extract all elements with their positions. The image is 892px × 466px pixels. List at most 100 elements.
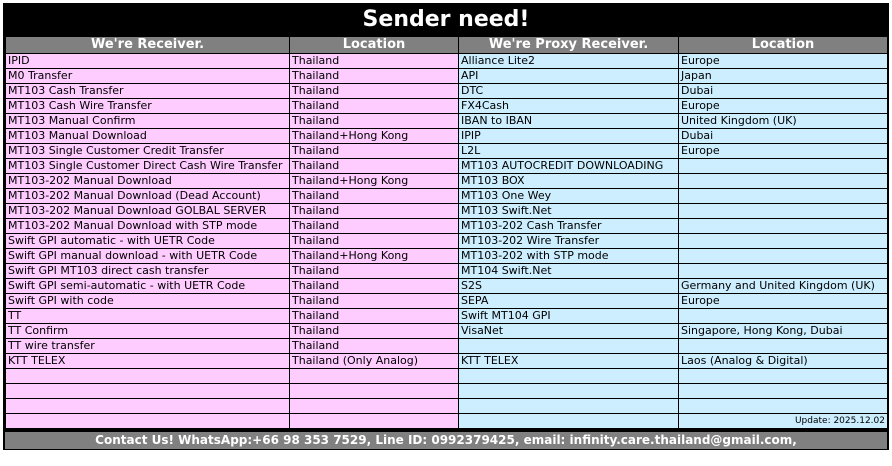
proxy-location-cell[interactable]: Europe [678, 53, 888, 69]
proxy-cell[interactable]: S2S [458, 278, 679, 294]
receiver-cell[interactable]: IPID [5, 53, 290, 69]
receiver-cell[interactable]: M0 Transfer [5, 68, 290, 84]
proxy-location-cell[interactable]: Germany and United Kingdom (UK) [678, 278, 888, 294]
receiver-cell[interactable] [5, 413, 290, 429]
receiver-cell[interactable]: TT wire transfer [5, 338, 290, 354]
receiver-cell[interactable]: MT103-202 Manual Download with STP mode [5, 218, 290, 234]
proxy-cell[interactable]: MT103-202 with STP mode [458, 248, 679, 264]
receiver-location-cell[interactable]: Thailand [289, 53, 459, 69]
proxy-location-cell[interactable]: United Kingdom (UK) [678, 113, 888, 129]
proxy-cell[interactable]: Alliance Lite2 [458, 53, 679, 69]
proxy-location-cell[interactable]: Europe [678, 98, 888, 114]
proxy-location-cell[interactable] [678, 383, 888, 399]
receiver-location-cell[interactable]: Thailand [289, 308, 459, 324]
proxy-cell[interactable]: MT103 One Wey [458, 188, 679, 204]
receiver-location-cell[interactable]: Thailand [289, 68, 459, 84]
receiver-location-cell[interactable]: Thailand [289, 203, 459, 219]
header-proxy-receiver[interactable]: We're Proxy Receiver. [458, 36, 679, 54]
receiver-cell[interactable]: Swift GPI semi-automatic - with UETR Cod… [5, 278, 290, 294]
proxy-location-cell[interactable] [678, 218, 888, 234]
proxy-cell[interactable]: MT103-202 Wire Transfer [458, 233, 679, 249]
proxy-location-cell[interactable] [678, 398, 888, 414]
proxy-cell[interactable]: MT103 AUTOCREDIT DOWNLOADING [458, 158, 679, 174]
proxy-cell[interactable]: API [458, 68, 679, 84]
proxy-cell[interactable]: Swift MT104 GPI [458, 308, 679, 324]
receiver-cell[interactable]: TT Confirm [5, 323, 290, 339]
header-proxy-location[interactable]: Location [678, 36, 888, 54]
proxy-location-cell[interactable]: Laos (Analog & Digital) [678, 353, 888, 369]
receiver-location-cell[interactable] [289, 413, 459, 429]
receiver-cell[interactable]: MT103 Single Customer Direct Cash Wire T… [5, 158, 290, 174]
receiver-cell[interactable]: MT103-202 Manual Download (Dead Account) [5, 188, 290, 204]
proxy-location-cell[interactable] [678, 203, 888, 219]
receiver-cell[interactable]: KTT TELEX [5, 353, 290, 369]
receiver-cell[interactable]: MT103 Manual Download [5, 128, 290, 144]
receiver-cell[interactable]: MT103 Manual Confirm [5, 113, 290, 129]
receiver-cell[interactable]: TT [5, 308, 290, 324]
proxy-location-cell[interactable]: Europe [678, 143, 888, 159]
receiver-location-cell[interactable]: Thailand+Hong Kong [289, 248, 459, 264]
proxy-cell[interactable]: IBAN to IBAN [458, 113, 679, 129]
receiver-cell[interactable]: MT103 Cash Wire Transfer [5, 98, 290, 114]
receiver-location-cell[interactable]: Thailand+Hong Kong [289, 173, 459, 189]
proxy-cell[interactable]: VisaNet [458, 323, 679, 339]
receiver-location-cell[interactable]: Thailand+Hong Kong [289, 128, 459, 144]
receiver-location-cell[interactable]: Thailand [289, 278, 459, 294]
receiver-cell[interactable] [5, 368, 290, 384]
proxy-cell[interactable]: SEPA [458, 293, 679, 309]
update-date[interactable]: Update: 2025.12.02 [678, 413, 888, 429]
proxy-cell[interactable]: DTC [458, 83, 679, 99]
proxy-location-cell[interactable] [678, 158, 888, 174]
receiver-cell[interactable]: Swift GPI automatic - with UETR Code [5, 233, 290, 249]
proxy-location-cell[interactable]: Dubai [678, 128, 888, 144]
proxy-location-cell[interactable] [678, 338, 888, 354]
receiver-location-cell[interactable]: Thailand [289, 188, 459, 204]
proxy-cell[interactable] [458, 398, 679, 414]
proxy-cell[interactable]: L2L [458, 143, 679, 159]
proxy-cell[interactable] [458, 413, 679, 429]
receiver-cell[interactable]: Swift GPI manual download - with UETR Co… [5, 248, 290, 264]
proxy-location-cell[interactable] [678, 233, 888, 249]
receiver-location-cell[interactable]: Thailand (Only Analog) [289, 353, 459, 369]
receiver-location-cell[interactable]: Thailand [289, 218, 459, 234]
header-receiver[interactable]: We're Receiver. [5, 36, 290, 54]
proxy-cell[interactable]: IPIP [458, 128, 679, 144]
proxy-location-cell[interactable] [678, 263, 888, 279]
receiver-location-cell[interactable] [289, 383, 459, 399]
proxy-location-cell[interactable] [678, 368, 888, 384]
receiver-location-cell[interactable]: Thailand [289, 158, 459, 174]
proxy-cell[interactable] [458, 383, 679, 399]
receiver-location-cell[interactable] [289, 398, 459, 414]
proxy-location-cell[interactable] [678, 248, 888, 264]
receiver-location-cell[interactable] [289, 368, 459, 384]
proxy-cell[interactable]: MT103 BOX [458, 173, 679, 189]
receiver-location-cell[interactable]: Thailand [289, 83, 459, 99]
proxy-cell[interactable]: KTT TELEX [458, 353, 679, 369]
receiver-cell[interactable]: MT103 Cash Transfer [5, 83, 290, 99]
proxy-location-cell[interactable]: Singapore, Hong Kong, Dubai [678, 323, 888, 339]
receiver-location-cell[interactable]: Thailand [289, 263, 459, 279]
receiver-location-cell[interactable]: Thailand [289, 98, 459, 114]
receiver-location-cell[interactable]: Thailand [289, 143, 459, 159]
proxy-cell[interactable]: MT104 Swift.Net [458, 263, 679, 279]
receiver-location-cell[interactable]: Thailand [289, 323, 459, 339]
receiver-cell[interactable] [5, 383, 290, 399]
receiver-location-cell[interactable]: Thailand [289, 233, 459, 249]
proxy-cell[interactable]: FX4Cash [458, 98, 679, 114]
receiver-location-cell[interactable]: Thailand [289, 113, 459, 129]
receiver-cell[interactable]: MT103-202 Manual Download [5, 173, 290, 189]
receiver-cell[interactable]: MT103 Single Customer Credit Transfer [5, 143, 290, 159]
receiver-cell[interactable]: Swift GPI MT103 direct cash transfer [5, 263, 290, 279]
receiver-cell[interactable]: MT103-202 Manual Download GOLBAL SERVER [5, 203, 290, 219]
proxy-cell[interactable]: MT103-202 Cash Transfer [458, 218, 679, 234]
proxy-location-cell[interactable]: Japan [678, 68, 888, 84]
receiver-location-cell[interactable]: Thailand [289, 293, 459, 309]
proxy-location-cell[interactable] [678, 173, 888, 189]
receiver-cell[interactable] [5, 398, 290, 414]
header-location[interactable]: Location [289, 36, 459, 54]
proxy-location-cell[interactable] [678, 308, 888, 324]
receiver-cell[interactable]: Swift GPI with code [5, 293, 290, 309]
proxy-cell[interactable]: MT103 Swift.Net [458, 203, 679, 219]
proxy-location-cell[interactable]: Europe [678, 293, 888, 309]
proxy-cell[interactable] [458, 338, 679, 354]
